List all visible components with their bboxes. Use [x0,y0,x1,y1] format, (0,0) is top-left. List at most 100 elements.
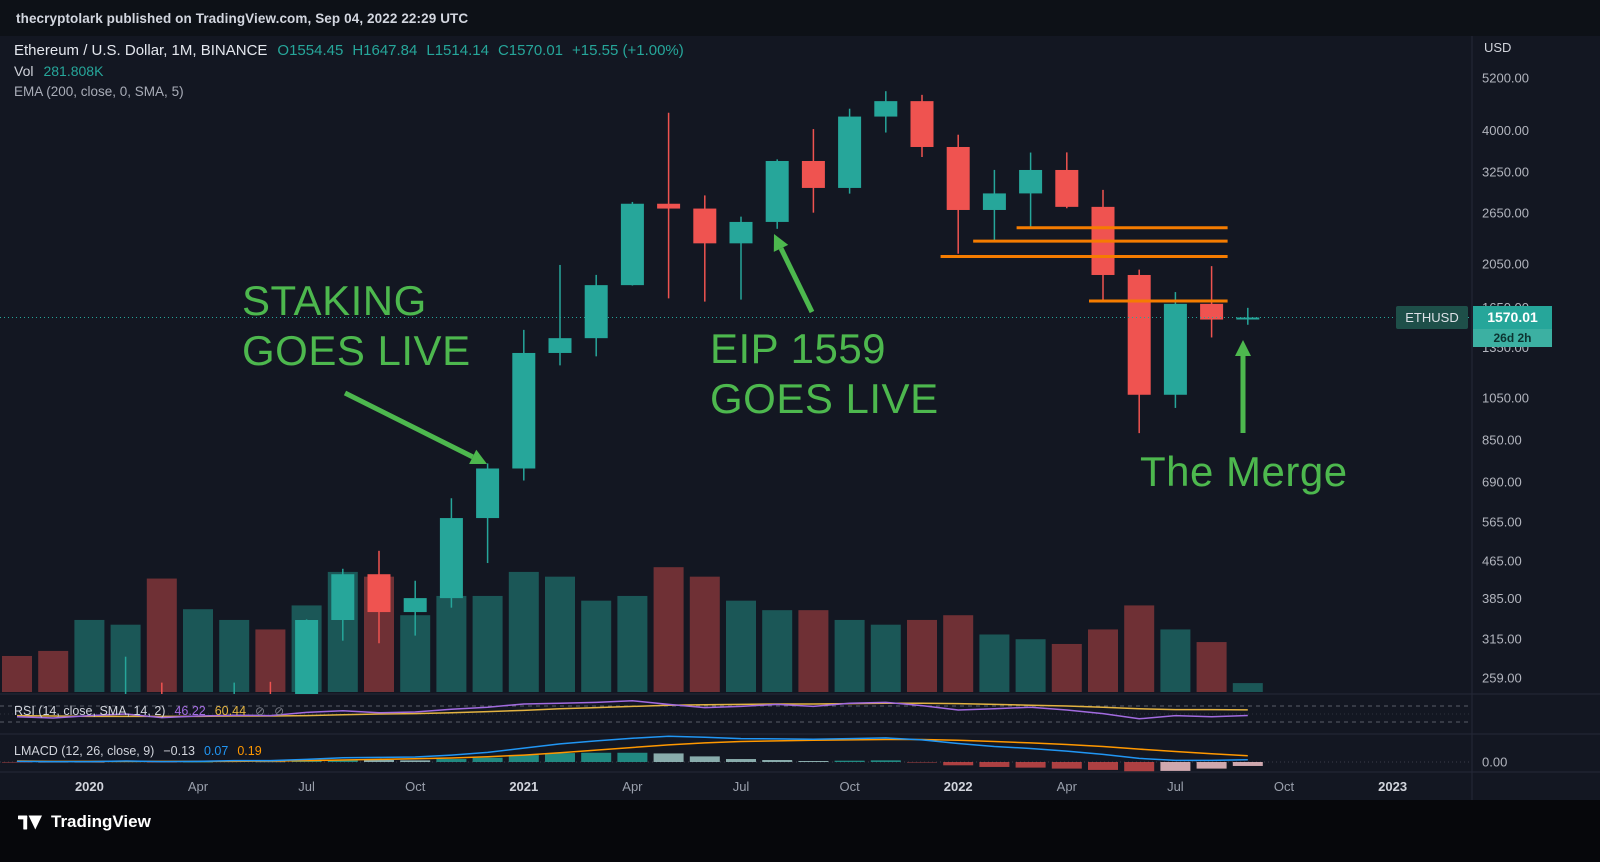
volume-bar [834,619,865,692]
time-axis-label: Jul [1167,779,1184,794]
macd-histogram-bar [2,762,32,763]
brand-text: TradingView [51,812,151,831]
macd-line [16,735,1248,763]
volume-bar [1015,639,1046,692]
candle [1163,303,1187,395]
macd-histogram-bar [183,762,213,763]
candle [476,468,500,519]
annotation-staking-text[interactable]: STAKING GOES LIVE [242,276,471,376]
time-axis-label: 2023 [1378,779,1407,794]
meta-text: thecryptolark published on TradingView.c… [16,10,469,26]
macd-histogram-bar [436,759,467,762]
low-value: L1514.14 [426,42,489,59]
macd-legend-row[interactable]: LMACD (12, 26, close, 9) −0.13 0.07 0.19 [14,744,262,758]
macd-histogram-bar [834,760,865,762]
macd-histogram-bar [1160,762,1191,771]
candle [367,574,391,613]
time-axis-label: Oct [405,779,426,794]
candle [982,193,1006,210]
candle [1127,274,1151,395]
symbol-title[interactable]: Ethereum / U.S. Dollar, 1M, BINANCE [14,42,268,59]
volume-legend-row[interactable]: Vol 281.808K [14,63,684,84]
symbol-price-tag[interactable]: ETHUSD [1396,306,1468,329]
annotation-arrow[interactable] [343,390,474,460]
volume-bar [1051,643,1082,692]
footer-bar: TradingView [0,800,1600,862]
volume-bar [508,571,539,692]
time-axis-label: 2022 [944,779,973,794]
price-axis-label: 2050.00 [1482,257,1529,272]
candle [439,518,463,599]
ema-legend-row[interactable]: EMA (200, close, 0, SMA, 5) [14,84,684,105]
macd-histogram-bar [907,762,937,763]
volume-bar [943,615,974,692]
price-axis-label: 259.00 [1482,670,1522,685]
candle [657,203,681,209]
volume-bar [74,619,105,692]
candle [1055,169,1079,207]
macd-histogram-bar [545,753,575,762]
macd-histogram-bar [508,755,539,762]
annotation-merge-text[interactable]: The Merge [1140,447,1348,497]
rsi-sma-value: 60.44 [214,704,247,718]
high-value: H1647.84 [352,42,418,59]
close-value: C1570.01 [497,42,564,59]
macd-histogram-bar [870,760,901,762]
candle [331,574,355,620]
tradingview-brand-link[interactable]: TradingView [18,812,151,832]
macd-histogram-bar [943,762,974,766]
candle [910,101,934,147]
chart-stage: USD5200.004000.003250.002650.002050.0016… [0,36,1600,800]
volume-bar [436,595,467,692]
symbol-legend-row[interactable]: Ethereum / U.S. Dollar, 1M, BINANCE O155… [14,42,684,63]
price-axis-label: 385.00 [1482,591,1522,606]
macd-hist-value: −0.13 [163,744,195,758]
ema-label: EMA (200, close, 0, SMA, 5) [14,84,184,99]
last-price-tag[interactable]: 1570.01 [1473,306,1552,329]
annotation-eip1559-text[interactable]: EIP 1559 GOES LIVE [710,324,939,424]
rsi-legend-row[interactable]: RSI (14, close, SMA, 14, 2) 46.22 60.44 … [14,704,284,718]
macd-histogram-bar [1124,762,1155,772]
annotation-arrowhead[interactable] [773,234,789,252]
time-axis-label: Jul [733,779,750,794]
price-axis-label: 690.00 [1482,474,1522,489]
time-axis-label: Jul [298,779,315,794]
candle [838,116,862,188]
candle [946,146,970,210]
annotation-line: GOES LIVE [242,327,471,374]
price-axis-label: 1050.00 [1482,390,1529,405]
candle [765,160,789,222]
chart-canvas[interactable]: USD5200.004000.003250.002650.002050.0016… [0,36,1600,800]
rsi-value: 46.22 [174,704,206,718]
price-axis-label: 3250.00 [1482,165,1529,180]
macd-zero-label: 0.00 [1482,755,1507,770]
annotation-arrowhead[interactable] [1235,340,1251,356]
volume-bar [1088,629,1118,692]
rsi-line [16,700,1248,720]
legend: Ethereum / U.S. Dollar, 1M, BINANCE O155… [14,42,684,105]
time-axis-label: Apr [622,779,643,794]
volume-bar [255,629,286,692]
price-axis-label: 565.00 [1482,514,1522,529]
rsi-hidden-band-icon[interactable]: ⊘ [274,704,285,718]
volume-bar [581,600,612,692]
annotation-arrow[interactable] [778,247,815,314]
macd-histogram-bar [798,761,829,762]
volume-bar [2,655,32,692]
volume-label: Vol [14,63,34,79]
time-axis-label: Oct [1274,779,1295,794]
rsi-hidden-band-icon[interactable]: ⊘ [255,704,266,718]
currency-label[interactable]: USD [1484,40,1511,55]
macd-histogram-bar [327,759,358,762]
macd-histogram-bar [726,759,756,762]
time-axis-label: Oct [839,779,860,794]
candle [620,203,644,286]
candle [874,101,898,117]
annotation-arrowhead[interactable] [469,449,487,464]
candle [512,352,536,469]
candle [403,598,427,613]
macd-line-value: 0.07 [203,744,229,758]
volume-bar [617,595,648,692]
candle [42,785,65,800]
volume-bar [38,650,69,692]
